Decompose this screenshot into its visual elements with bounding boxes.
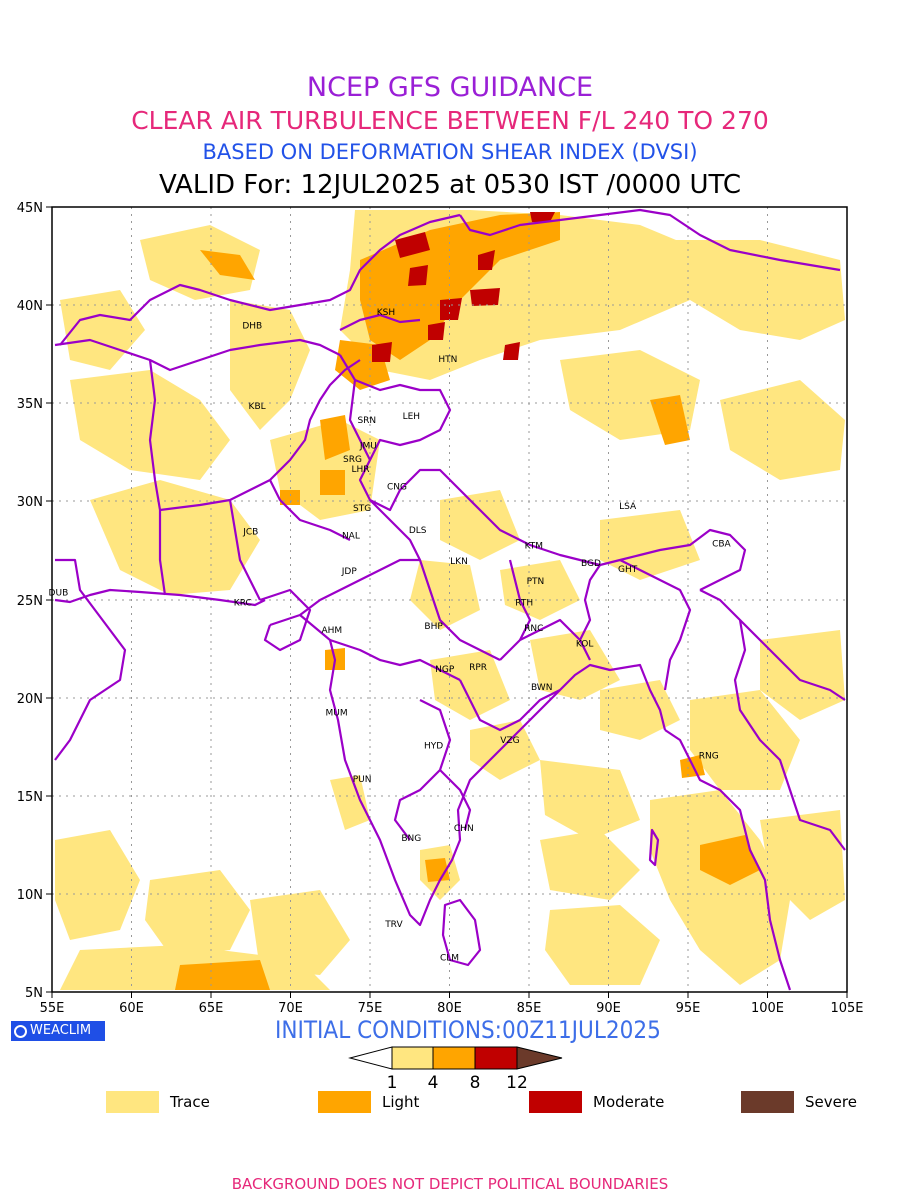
- scale-arrow-low: [348, 1046, 393, 1070]
- y-tick-label: 10N: [17, 888, 43, 903]
- legend-item-moderate: Moderate: [529, 1091, 664, 1113]
- logo-text: WEACLIM: [30, 1023, 92, 1038]
- station-label-dhb: DHB: [242, 322, 262, 332]
- station-label-bng: BNG: [401, 834, 421, 844]
- axis-ticks: [46, 206, 848, 998]
- chart-subtitle-dvsi: BASED ON DEFORMATION SHEAR INDEX (DVSI): [202, 140, 698, 164]
- x-tick-label: 85E: [517, 1001, 542, 1016]
- scale-arrow-severe: [516, 1046, 563, 1070]
- legend-swatch: [741, 1091, 794, 1113]
- logo-icon: [14, 1024, 27, 1038]
- chart-subtitle-cat: CLEAR AIR TURBULENCE BETWEEN F/L 240 TO …: [131, 106, 769, 135]
- station-label-rth: RTH: [515, 598, 533, 608]
- y-tick-label: 20N: [17, 692, 43, 707]
- initial-conditions: INITIAL CONDITIONS:00Z11JUL2025: [275, 1016, 661, 1044]
- y-tick-label: 40N: [17, 299, 43, 314]
- station-label-lhr: LHR: [351, 465, 369, 475]
- station-label-ktm: KTM: [525, 542, 543, 552]
- station-label-jcb: JCB: [242, 528, 258, 538]
- station-label-dls: DLS: [409, 526, 427, 536]
- legend-label: Moderate: [593, 1093, 665, 1111]
- y-tick-label: 35N: [17, 397, 43, 412]
- weaclim-logo: WEACLIM: [11, 1021, 105, 1041]
- station-label-ksh: KSH: [377, 308, 395, 318]
- station-label-srg: SRG: [343, 455, 362, 465]
- station-label-bwn: BWN: [531, 683, 553, 693]
- station-label-clm: CLM: [440, 954, 459, 964]
- y-tick-label: 15N: [17, 790, 43, 805]
- turbulence-map[interactable]: 55E 60E 65E 70E 75E 80E 85E 90E 95E 100E…: [0, 200, 900, 1020]
- station-label-bhp: BHP: [424, 622, 443, 632]
- station-label-jmu: JMU: [359, 441, 377, 451]
- y-tick-label: 45N: [17, 201, 43, 216]
- station-label-chn: CHN: [454, 824, 474, 834]
- x-tick-label: 75E: [358, 1001, 383, 1016]
- legend-swatch: [106, 1091, 159, 1113]
- station-label-cng: CNG: [387, 483, 407, 493]
- legend-label: Trace: [170, 1093, 210, 1111]
- station-label-nal: NAL: [342, 532, 360, 542]
- x-tick-label: 95E: [676, 1001, 701, 1016]
- scale-tick-label: 1: [387, 1073, 398, 1092]
- station-label-trv: TRV: [384, 920, 403, 930]
- legend-swatch: [318, 1091, 371, 1113]
- scale-bin-light: [432, 1046, 476, 1070]
- station-label-bgd: BGD: [581, 559, 601, 569]
- x-tick-label: 55E: [40, 1001, 65, 1016]
- x-tick-label: 70E: [278, 1001, 303, 1016]
- x-tick-label: 80E: [437, 1001, 462, 1016]
- x-tick-label: 65E: [199, 1001, 224, 1016]
- x-tick-label: 90E: [596, 1001, 621, 1016]
- scale-tick-label: 12: [506, 1073, 528, 1092]
- coastlines-boundaries: [54, 208, 846, 991]
- station-label-dub: DUB: [49, 589, 69, 599]
- station-label-krc: KRC: [234, 598, 252, 608]
- station-label-rng: RNG: [699, 752, 719, 762]
- station-label-ahm: AHM: [321, 626, 342, 636]
- x-tick-label: 100E: [751, 1001, 784, 1016]
- scale-bin-trace: [391, 1046, 434, 1070]
- y-tick-label: 5N: [25, 986, 43, 1001]
- station-label-pun: PUN: [353, 775, 372, 785]
- chart-title: NCEP GFS GUIDANCE: [306, 72, 594, 103]
- legend-item-light: Light: [318, 1091, 419, 1113]
- station-label-ngp: NGP: [435, 665, 455, 675]
- station-label-srn: SRN: [357, 416, 376, 426]
- station-label-rnc: RNC: [524, 624, 543, 634]
- legend-swatch: [529, 1091, 582, 1113]
- station-label-htn: HTN: [438, 355, 457, 365]
- station-label-hyd: HYD: [424, 742, 443, 752]
- x-tick-label: 105E: [830, 1001, 863, 1016]
- station-label-stg: STG: [353, 504, 371, 514]
- color-scale: 1 4 8 12: [348, 1046, 563, 1092]
- scale-tick-label: 8: [470, 1073, 481, 1092]
- y-tick-label: 30N: [17, 495, 43, 510]
- station-label-kbl: KBL: [249, 402, 266, 412]
- station-label-ght: GHT: [618, 565, 638, 575]
- disclaimer-footer: BACKGROUND DOES NOT DEPICT POLITICAL BOU…: [231, 1175, 669, 1193]
- station-label-kol: KOL: [576, 640, 594, 650]
- station-label-lsa: LSA: [619, 502, 637, 512]
- legend-item-severe: Severe: [741, 1091, 857, 1113]
- station-label-vzg: VZG: [500, 736, 519, 746]
- x-tick-label: 60E: [119, 1001, 144, 1016]
- legend-item-trace: Trace: [106, 1091, 210, 1113]
- station-label-rpr: RPR: [469, 663, 487, 673]
- y-tick-label: 25N: [17, 594, 43, 609]
- valid-time: VALID For: 12JUL2025 at 0530 IST /0000 U…: [158, 170, 742, 200]
- station-label-leh: LEH: [403, 412, 420, 422]
- legend-label: Light: [382, 1093, 420, 1111]
- station-label-ptn: PTN: [527, 577, 545, 587]
- legend-label: Severe: [805, 1093, 857, 1111]
- station-label-jdp: JDP: [341, 567, 358, 577]
- station-label-cba: CBA: [712, 540, 731, 550]
- station-label-mum: MUM: [326, 708, 348, 718]
- station-label-lkn: LKN: [450, 557, 468, 567]
- scale-bin-moderate: [474, 1046, 518, 1070]
- scale-tick-label: 4: [428, 1073, 439, 1092]
